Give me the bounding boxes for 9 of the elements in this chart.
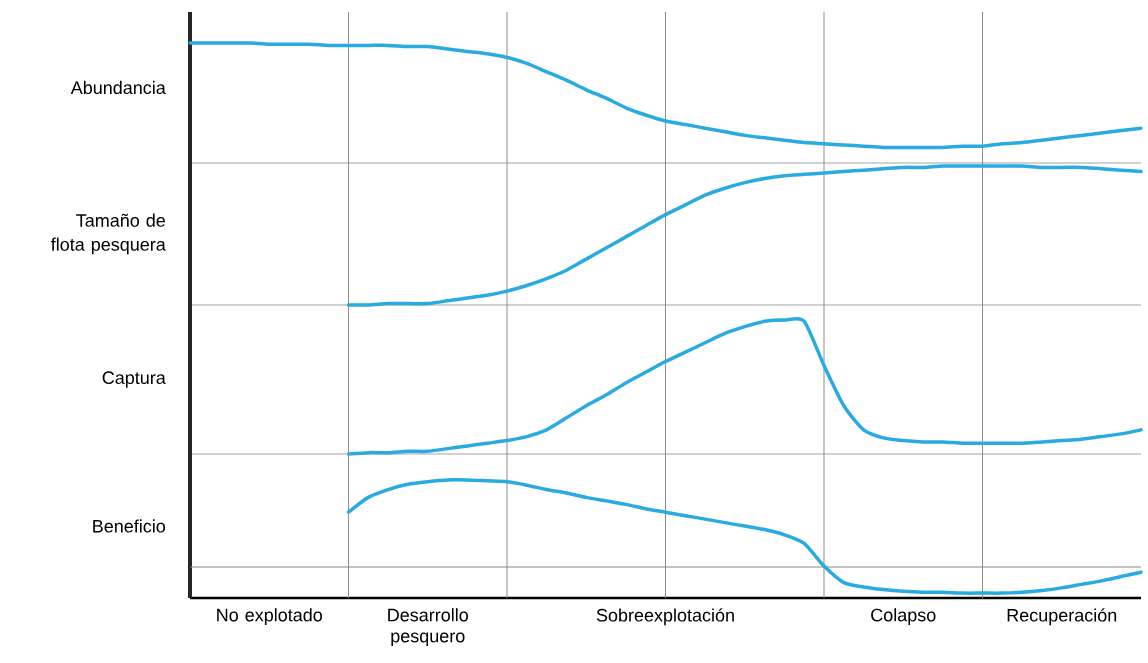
x-tick-label: Colapso [871, 608, 936, 625]
y-axis-title: Captura [102, 371, 166, 388]
x-tick-label: No explotado [217, 608, 323, 625]
y-axis-title: Tamaño de flota pesquera [50, 213, 166, 255]
y-axis-title: Beneficio [93, 519, 166, 533]
x-tick-label: Sobreexplotación [596, 608, 734, 626]
y-axis-title: Abundancia [70, 80, 166, 95]
x-tick-label: Recuperación [1007, 608, 1117, 626]
x-tick-label: Desarrollo pesquero [388, 608, 468, 646]
